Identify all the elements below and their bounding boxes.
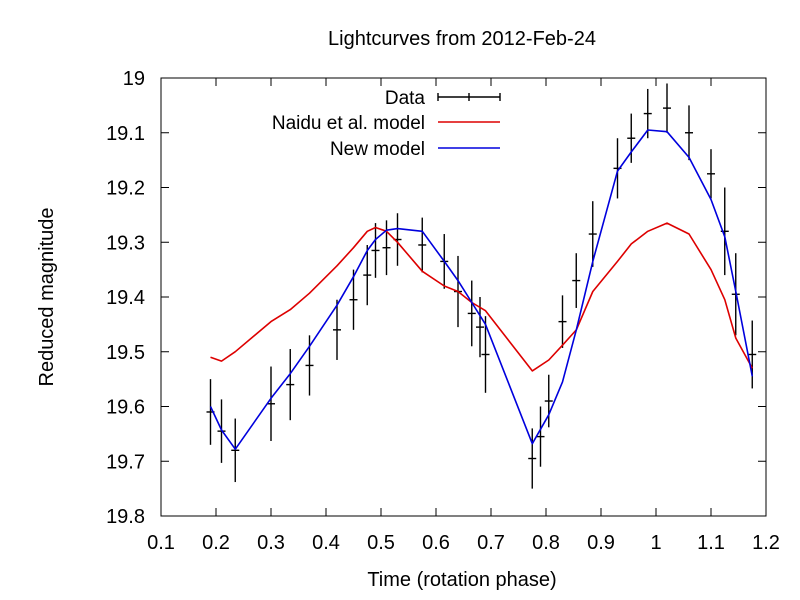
x-tick-label: 0.7 — [477, 532, 505, 554]
y-tick-label: 19.3 — [106, 232, 145, 254]
plot-border — [160, 77, 767, 517]
x-tick-label: 0.2 — [202, 532, 230, 554]
y-tick-label: 19.6 — [106, 397, 145, 419]
x-tick-label: 0.3 — [257, 532, 285, 554]
y-tick-label: 19.8 — [106, 506, 145, 528]
chart-title: Lightcurves from 2012-Feb-24 — [328, 28, 596, 50]
axis-ticks: 0.1 0.2 0.3 0.4 0.5 0.6 0.7 0.8 0.9 1 1.1 1.2 19 19.1… — [106, 68, 780, 554]
legend: Data Naidu et al. model New model — [272, 88, 501, 160]
x-tick-label: 0.1 — [147, 532, 175, 554]
y-tick-label: 19.2 — [106, 178, 145, 200]
x-tick-label: 0.4 — [312, 532, 340, 554]
y-tick-label: 19.5 — [106, 342, 145, 364]
x-tick-label: 0.9 — [587, 532, 615, 554]
y-axis-label: Reduced magnitude — [36, 207, 58, 386]
series-layer — [206, 83, 757, 489]
x-tick-label: 1 — [650, 532, 661, 554]
series-data — [206, 83, 757, 489]
x-tick-label: 0.8 — [532, 532, 560, 554]
legend-label: Naidu et al. model — [272, 113, 425, 134]
y-tick-label: 19 — [123, 68, 145, 90]
x-tick-label: 0.6 — [422, 532, 450, 554]
series-new-model — [209, 129, 754, 450]
y-tick-label: 19.4 — [106, 287, 145, 309]
x-tick-label: 0.5 — [367, 532, 395, 554]
x-axis-label: Time (rotation phase) — [367, 569, 556, 591]
x-tick-label: 1.1 — [697, 532, 725, 554]
model-curve — [209, 129, 754, 450]
legend-label: Data — [385, 88, 426, 109]
x-tick-label: 1.2 — [752, 532, 780, 554]
y-tick-label: 19.1 — [106, 123, 145, 145]
y-tick-label: 19.7 — [106, 451, 145, 473]
legend-label: New model — [330, 139, 425, 160]
